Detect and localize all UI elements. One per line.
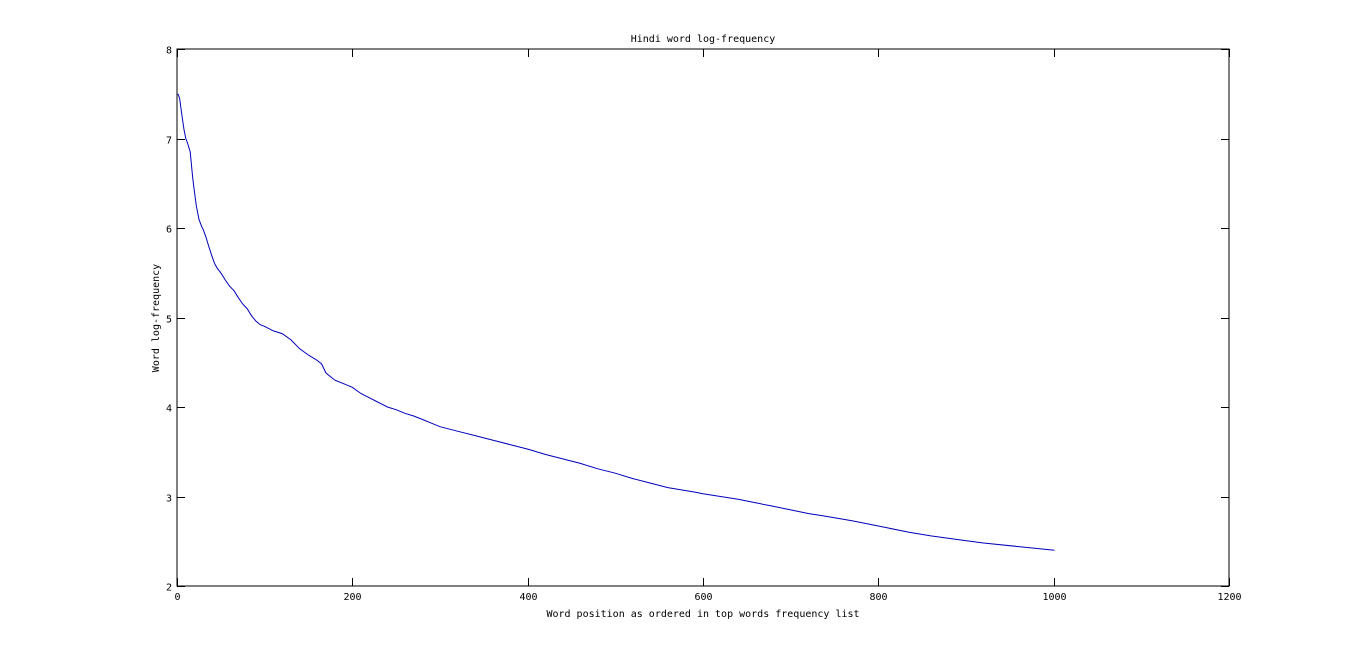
y-axis-label: Word log-frequency	[151, 264, 162, 372]
y-tick-label: 7	[166, 136, 172, 147]
x-tick-label: 1000	[1042, 592, 1066, 603]
plot-area	[176, 48, 1230, 587]
x-tick-label: 600	[694, 592, 712, 603]
chart-title: Hindi word log-frequency	[631, 34, 776, 45]
y-tick-label: 5	[166, 315, 172, 326]
axis-ticks	[177, 49, 1230, 587]
series-group	[177, 93, 1055, 551]
y-tick-label: 6	[166, 225, 172, 236]
tick-labels: 0 200 400 600 800 1000 1200 2 3 4 5 6 7 8	[166, 46, 1242, 604]
x-tick-label: 200	[343, 592, 361, 603]
y-tick-label: 8	[166, 46, 172, 57]
x-tick-label: 1200	[1217, 592, 1241, 603]
x-tick-label: 800	[869, 592, 887, 603]
y-tick-label: 2	[166, 583, 172, 594]
y-tick-label: 3	[166, 494, 172, 505]
y-tick-label: 4	[166, 404, 172, 415]
x-tick-label: 400	[519, 592, 537, 603]
series-line	[177, 93, 1055, 551]
x-tick-label: 0	[174, 592, 180, 603]
x-axis-label: Word position as ordered in top words fr…	[546, 609, 859, 620]
